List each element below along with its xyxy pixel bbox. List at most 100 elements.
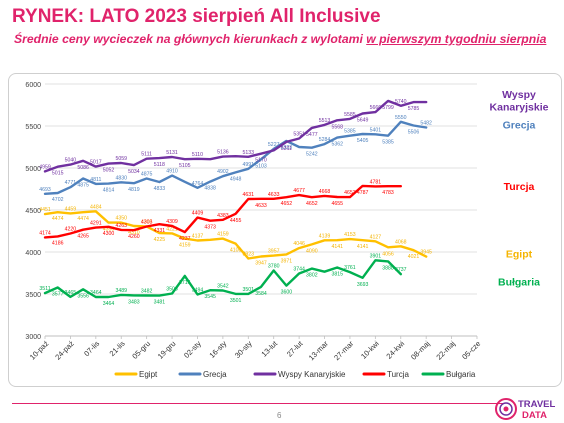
- data-label: 4409: [192, 211, 204, 217]
- data-label: 4303: [141, 220, 153, 226]
- data-label: 5059: [115, 156, 127, 162]
- data-label: 4265: [77, 234, 89, 240]
- data-label: 3542: [217, 283, 229, 289]
- x-tick-label: 10-kwi: [359, 339, 381, 361]
- x-tick-label: 10-paź: [28, 339, 51, 362]
- page-title: RYNEK: LATO 2023 sierpień All Inclusive: [12, 6, 381, 27]
- data-label: 4300: [103, 231, 115, 237]
- x-tick-label: 30-sty: [233, 339, 254, 360]
- subtitle-text: Średnie ceny wycieczek na głównych kieru…: [14, 32, 367, 46]
- series-end-label: Wyspy: [502, 89, 536, 101]
- data-label: 3506: [166, 286, 178, 292]
- data-label: 3693: [357, 282, 369, 288]
- page-number: 6: [277, 411, 282, 420]
- data-label: 4455: [230, 218, 242, 224]
- data-label: 4056: [382, 251, 394, 257]
- x-tick-label: 24-kwi: [384, 339, 406, 361]
- data-label: 4783: [382, 190, 394, 196]
- data-label: 4310: [128, 230, 140, 236]
- data-label: 3761: [344, 265, 356, 271]
- series-line: [43, 184, 402, 239]
- price-line-chart: 3000 3500 4000 4500 5000 5500 6000 10-paź 24-paź…: [25, 82, 548, 379]
- data-label: 3957: [268, 249, 280, 255]
- data-label: 4668: [319, 189, 331, 195]
- data-label: 4221: [166, 226, 178, 232]
- x-tick-label: 05-cze: [460, 339, 482, 361]
- data-label: 4902: [217, 169, 229, 175]
- data-label: 4260: [128, 234, 140, 240]
- data-label: 4225: [154, 237, 166, 243]
- logo-text-travel: TRAVEL: [518, 399, 555, 410]
- data-label: 5118: [154, 162, 165, 168]
- x-tick-label: 27-mar: [332, 339, 356, 363]
- data-label: 4910: [166, 169, 178, 175]
- data-label: 4819: [128, 187, 140, 193]
- data-label: 4237: [179, 236, 191, 242]
- data-label: 4959: [39, 164, 51, 170]
- data-label: 5170: [255, 158, 267, 164]
- legend-label: Egipt: [139, 370, 158, 379]
- data-label: 4263: [115, 223, 127, 229]
- logo-text-data: DATA: [522, 410, 547, 421]
- data-label: 4781: [370, 179, 382, 185]
- data-label: 4350: [103, 227, 115, 233]
- data-label: 4631: [243, 192, 255, 198]
- data-label: 4484: [90, 204, 102, 210]
- x-tick-label: 02-sty: [182, 339, 203, 360]
- series-end-label: Bułgaria: [498, 276, 540, 288]
- data-label: 4991: [243, 162, 255, 168]
- data-label: 3584: [255, 291, 267, 297]
- data-label: 3600: [281, 290, 293, 296]
- data-label: 5666: [370, 105, 382, 111]
- series-line: [43, 259, 402, 299]
- data-label: 4100: [230, 248, 242, 254]
- series-line: [43, 99, 428, 173]
- data-label: 5017: [90, 160, 102, 166]
- y-tick-label: 3000: [25, 334, 41, 341]
- data-label: 4677: [293, 188, 305, 194]
- data-label: 5785: [408, 106, 420, 112]
- x-tick-label: 21-lis: [108, 339, 127, 358]
- data-label: 4350: [115, 216, 127, 222]
- data-label: 3501: [243, 287, 255, 293]
- data-label: 4141: [357, 244, 369, 250]
- x-tick-label: 24-paź: [53, 339, 76, 362]
- data-label: 4459: [65, 206, 77, 212]
- legend-label: Turcja: [387, 370, 409, 379]
- data-label: 5111: [141, 152, 152, 158]
- data-label: 5568: [331, 124, 343, 130]
- x-tick-label: 27-lut: [285, 338, 305, 358]
- data-label: 4652: [306, 201, 318, 207]
- x-tick-label: 19-gru: [156, 339, 178, 361]
- data-label: 3947: [255, 260, 267, 266]
- data-label: 3545: [204, 294, 216, 300]
- data-label: 5040: [65, 158, 77, 164]
- series-end-label: Turcja: [504, 181, 535, 193]
- data-label: 5242: [306, 152, 318, 158]
- data-label: 4046: [293, 241, 305, 247]
- series-end-label: Grecja: [503, 120, 536, 132]
- data-label: 4833: [154, 186, 166, 192]
- data-label: 3888: [382, 265, 394, 271]
- data-label: 4291: [90, 221, 102, 227]
- data-label: 5086: [77, 165, 89, 171]
- legend-label: Grecja: [203, 370, 227, 379]
- data-label: 4652: [281, 201, 293, 207]
- data-label: 3483: [128, 299, 140, 305]
- data-label: 4787: [357, 190, 369, 196]
- data-label: 3556: [77, 293, 89, 299]
- data-label: 5550: [395, 115, 407, 121]
- data-label: 4875: [77, 183, 89, 189]
- data-label: 4948: [230, 176, 242, 182]
- data-label: 3465: [65, 290, 77, 296]
- data-label: 5740: [395, 99, 407, 105]
- data-label: 5362: [331, 142, 343, 148]
- data-label: 5649: [357, 117, 369, 123]
- data-label: 4771: [65, 180, 77, 186]
- data-label: 4474: [77, 216, 89, 222]
- data-label: 4830: [115, 175, 127, 181]
- data-label: 4305: [141, 219, 153, 225]
- data-label: 4633: [268, 192, 280, 198]
- data-label: 3501: [230, 298, 242, 304]
- data-label: 3489: [115, 288, 127, 294]
